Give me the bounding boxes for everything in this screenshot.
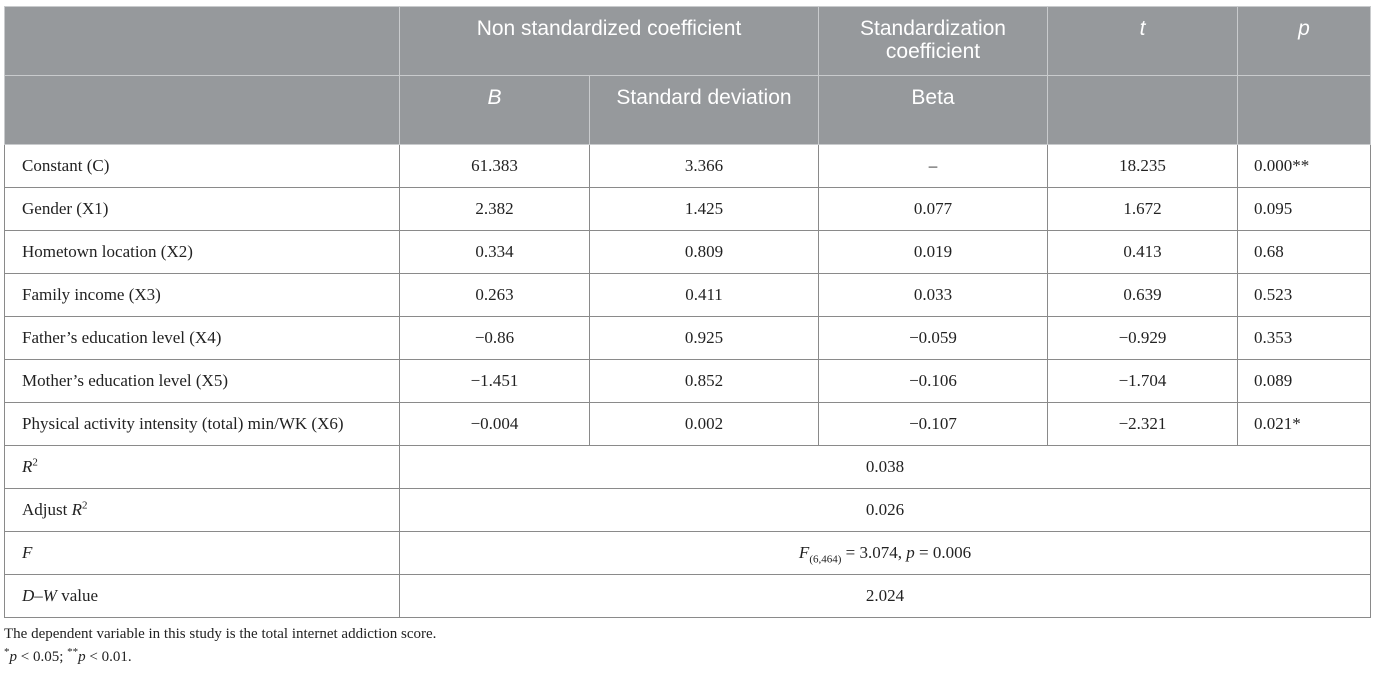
summary-row-r2: R2 0.038 [4,445,1371,489]
cell-t: −2.321 [1047,402,1238,446]
table-footnote-1: The dependent variable in this study is … [4,626,437,642]
cell-std-dev: 0.925 [589,316,819,360]
f-label: F [4,531,400,575]
table-footnote-2: *p < 0.05; **p < 0.01. [4,646,132,666]
cell-t: 0.413 [1047,230,1238,274]
cell-t: 18.235 [1047,144,1238,188]
table-row: Family income (X3) 0.263 0.411 0.033 0.6… [4,273,1371,317]
cell-std-dev: 0.852 [589,359,819,403]
table-row: Constant (C) 61.383 3.366 – 18.235 0.000… [4,144,1371,188]
table-row: Father’s education level (X4) −0.86 0.92… [4,316,1371,360]
cell-beta: −0.059 [818,316,1048,360]
cell-p: 0.000** [1237,144,1371,188]
header-p: p [1237,6,1371,76]
adj-r2-value: 0.026 [399,488,1371,532]
row-label: Family income (X3) [4,273,400,317]
cell-b: 0.334 [399,230,590,274]
row-label: Physical activity intensity (total) min/… [4,402,400,446]
cell-t: 1.672 [1047,187,1238,231]
cell-beta: 0.033 [818,273,1048,317]
row-label: Hometown location (X2) [4,230,400,274]
regression-table: Non standardized coefficient Standardiza… [4,6,1371,618]
table-row: Hometown location (X2) 0.334 0.809 0.019… [4,230,1371,274]
header-empty-cell [4,75,400,145]
header-nonstandardized: Non standardized coefficient [399,6,819,76]
cell-b: 2.382 [399,187,590,231]
cell-b: −0.86 [399,316,590,360]
cell-t: 0.639 [1047,273,1238,317]
cell-t: −0.929 [1047,316,1238,360]
cell-b: −0.004 [399,402,590,446]
adj-r2-label: Adjust R2 [4,488,400,532]
cell-std-dev: 0.809 [589,230,819,274]
dw-value: 2.024 [399,574,1371,618]
summary-row-dw: D–W value 2.024 [4,574,1371,618]
table-row: Gender (X1) 2.382 1.425 0.077 1.672 0.09… [4,187,1371,231]
table-row: Mother’s education level (X5) −1.451 0.8… [4,359,1371,403]
cell-std-dev: 0.002 [589,402,819,446]
cell-beta: 0.019 [818,230,1048,274]
cell-p: 0.523 [1237,273,1371,317]
cell-b: 61.383 [399,144,590,188]
cell-beta: −0.107 [818,402,1048,446]
row-label: Constant (C) [4,144,400,188]
header-row-1: Non standardized coefficient Standardiza… [4,6,1371,76]
r2-label: R2 [4,445,400,489]
header-standardization: Standardization coefficient [818,6,1048,76]
cell-b: 0.263 [399,273,590,317]
header-row-2: B Standard deviation Beta [4,75,1371,145]
header-beta: Beta [818,75,1048,145]
header-b: B [399,75,590,145]
table-row: Physical activity intensity (total) min/… [4,402,1371,446]
header-empty-cell [4,6,400,76]
dw-label: D–W value [4,574,400,618]
f-value: F(6,464) = 3.074, p = 0.006 [399,531,1371,575]
cell-t: −1.704 [1047,359,1238,403]
summary-row-adj-r2: Adjust R2 0.026 [4,488,1371,532]
cell-p: 0.089 [1237,359,1371,403]
header-std-dev: Standard deviation [589,75,819,145]
cell-beta: – [818,144,1048,188]
cell-p: 0.353 [1237,316,1371,360]
row-label: Mother’s education level (X5) [4,359,400,403]
cell-std-dev: 1.425 [589,187,819,231]
r2-value: 0.038 [399,445,1371,489]
cell-p: 0.021* [1237,402,1371,446]
cell-std-dev: 3.366 [589,144,819,188]
row-label: Gender (X1) [4,187,400,231]
cell-b: −1.451 [399,359,590,403]
summary-row-f: F F(6,464) = 3.074, p = 0.006 [4,531,1371,575]
header-t: t [1047,6,1238,76]
cell-p: 0.68 [1237,230,1371,274]
header-empty-cell [1047,75,1238,145]
header-empty-cell [1237,75,1371,145]
row-label: Father’s education level (X4) [4,316,400,360]
cell-std-dev: 0.411 [589,273,819,317]
cell-beta: 0.077 [818,187,1048,231]
cell-p: 0.095 [1237,187,1371,231]
cell-beta: −0.106 [818,359,1048,403]
